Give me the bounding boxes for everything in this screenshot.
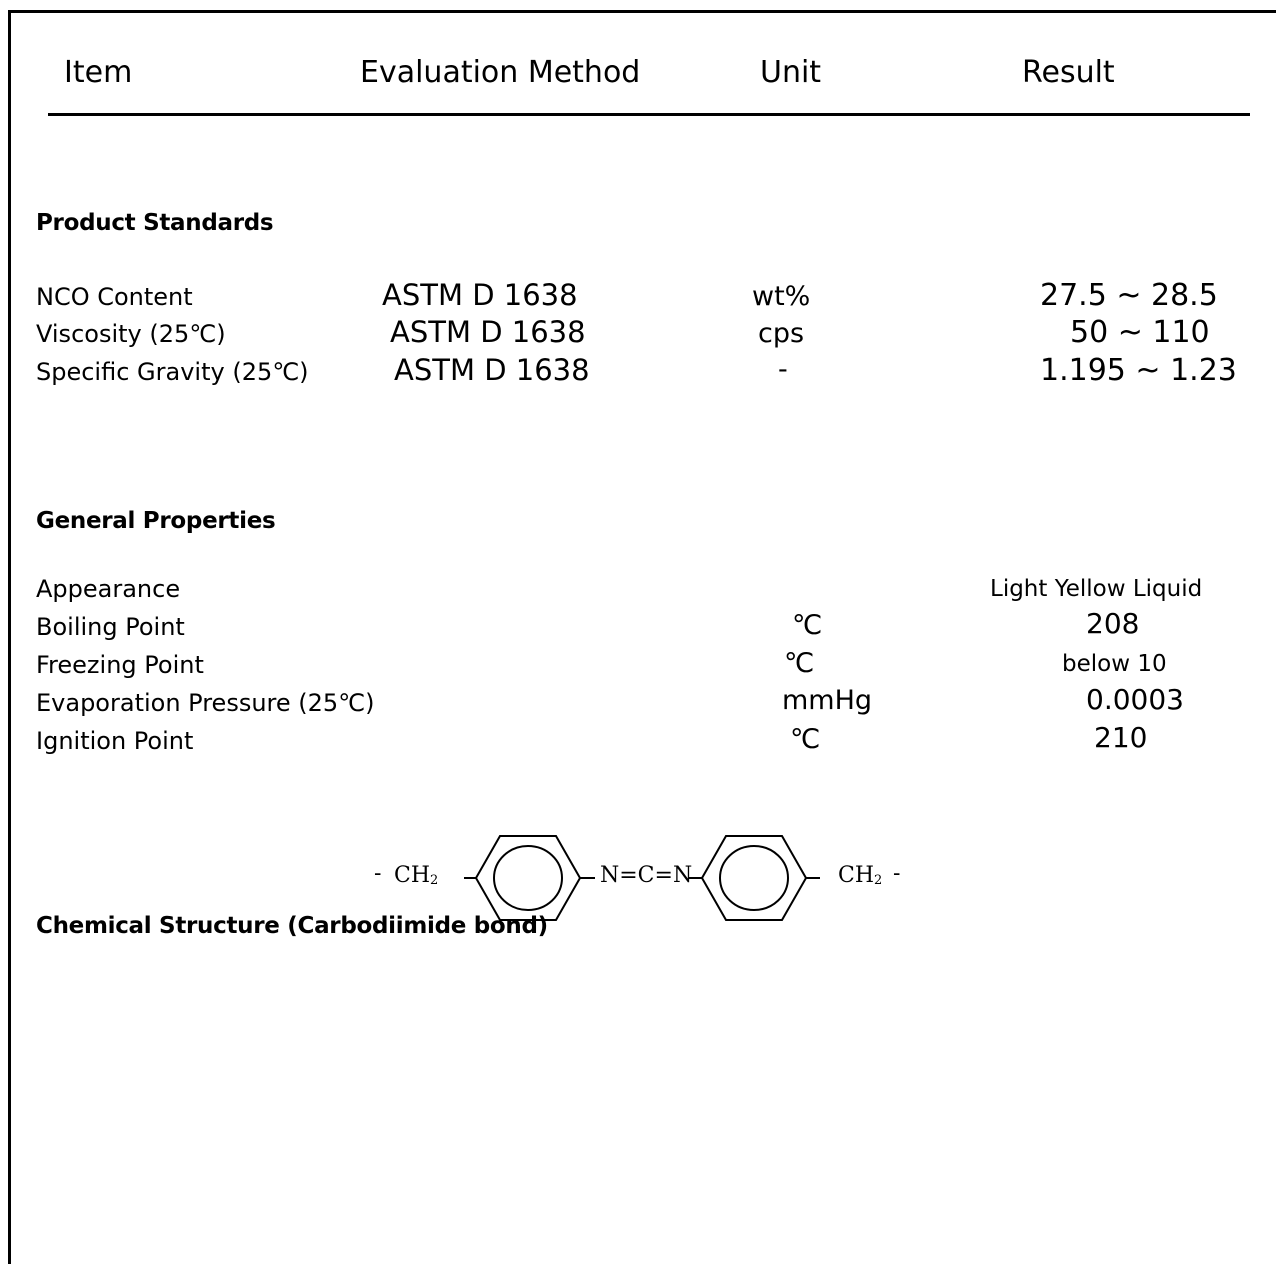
chem-left-group: CH2	[394, 863, 439, 888]
gp-result-evaporation-pressure: 0.0003	[1086, 683, 1184, 716]
section-title-general-properties: General Properties	[36, 508, 276, 534]
header-unit: Unit	[760, 55, 822, 90]
gp-item-evaporation-pressure: Evaporation Pressure (25℃)	[36, 689, 375, 717]
gp-item-freezing-point: Freezing Point	[36, 651, 204, 679]
chem-dash-left: -	[374, 861, 382, 886]
gp-unit-evaporation-pressure: mmHg	[782, 685, 873, 716]
ps-result-viscosity: 50 ~ 110	[1070, 315, 1210, 350]
benzene-ring-left	[474, 835, 582, 921]
header-rule	[48, 113, 1250, 116]
section-title-chemical-structure: Chemical Structure (Carbodiimide bond)	[36, 913, 548, 939]
gp-item-ignition-point: Ignition Point	[36, 727, 194, 755]
aromatic-circle-left	[493, 845, 563, 911]
gp-item-boiling-point: Boiling Point	[36, 613, 185, 641]
ps-item-viscosity: Viscosity (25℃)	[36, 320, 226, 348]
ps-item-specific-gravity: Specific Gravity (25℃)	[36, 358, 309, 386]
ps-method-viscosity: ASTM D 1638	[390, 315, 586, 349]
gp-result-ignition-point: 210	[1094, 721, 1148, 754]
ps-method-nco-content: ASTM D 1638	[382, 278, 578, 312]
ps-unit-nco-content: wt%	[752, 281, 811, 312]
header-item: Item	[64, 55, 133, 90]
gp-unit-freezing-point: ℃	[784, 648, 815, 679]
ps-item-nco-content: NCO Content	[36, 283, 193, 311]
ps-unit-specific-gravity: -	[778, 354, 788, 385]
aromatic-circle-right	[719, 845, 789, 911]
benzene-ring-right	[700, 835, 808, 921]
ps-result-nco-content: 27.5 ~ 28.5	[1040, 278, 1218, 313]
ps-unit-viscosity: cps	[758, 318, 805, 349]
gp-result-boiling-point: 208	[1086, 607, 1140, 640]
gp-unit-ignition-point: ℃	[790, 724, 821, 755]
ps-result-specific-gravity: 1.195 ~ 1.23	[1040, 353, 1237, 388]
gp-result-appearance: Light Yellow Liquid	[990, 576, 1203, 602]
chem-right-group: CH2	[838, 863, 883, 888]
gp-result-freezing-point: below 10	[1062, 651, 1167, 677]
ps-method-specific-gravity: ASTM D 1638	[394, 353, 590, 387]
header-evaluation-method: Evaluation Method	[360, 55, 641, 90]
gp-item-appearance: Appearance	[36, 575, 181, 603]
section-title-product-standards: Product Standards	[36, 210, 274, 236]
chem-carbodiimide-group: N=C=N	[600, 863, 693, 888]
document-frame	[8, 10, 1276, 1264]
gp-unit-boiling-point: ℃	[792, 610, 823, 641]
chem-dash-right: -	[893, 861, 901, 886]
header-result: Result	[1022, 55, 1115, 90]
benzene-rings-diagram	[464, 835, 820, 921]
